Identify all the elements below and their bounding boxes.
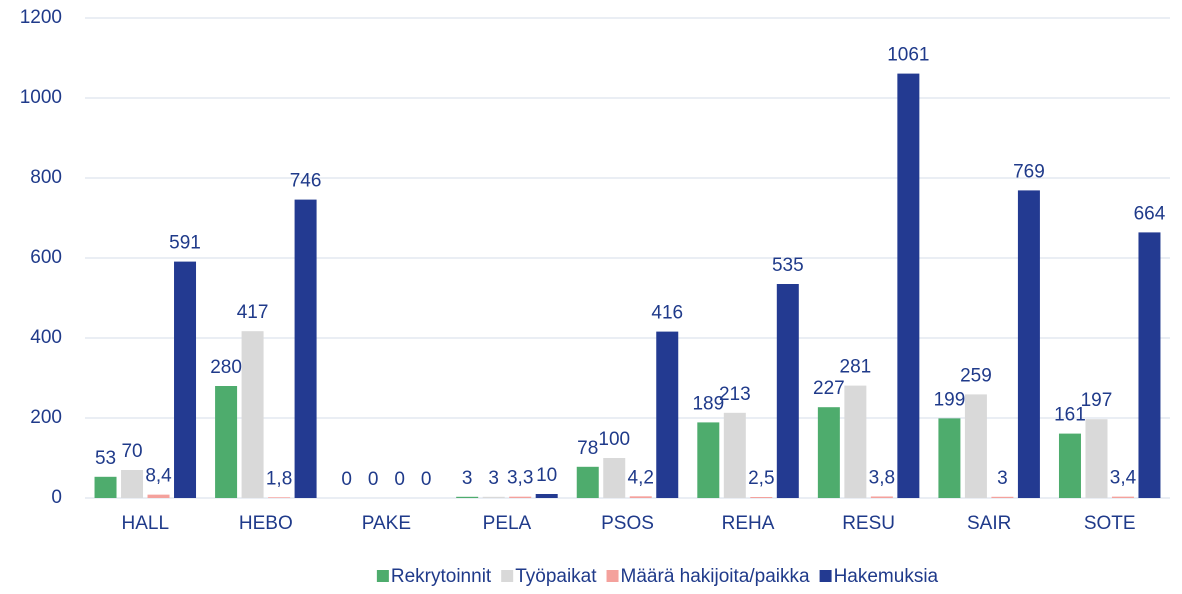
x-tick-label: HALL xyxy=(122,513,170,534)
bar xyxy=(938,418,961,498)
bar xyxy=(1138,232,1161,498)
y-tick-label: 600 xyxy=(30,247,62,268)
value-label: 281 xyxy=(840,357,872,378)
legend-swatch xyxy=(606,570,619,582)
value-label: 227 xyxy=(813,378,845,399)
bar xyxy=(844,385,867,498)
value-label: 1,8 xyxy=(266,468,292,489)
legend-label: Rekrytoinnit xyxy=(391,566,492,587)
bar xyxy=(147,494,170,498)
x-tick-label: SOTE xyxy=(1084,513,1136,534)
value-label: 746 xyxy=(290,171,322,192)
value-label: 3 xyxy=(997,468,1008,489)
legend-label: Määrä hakijoita/paikka xyxy=(621,566,810,587)
value-label: 0 xyxy=(394,469,405,490)
bar xyxy=(723,412,746,498)
value-label: 100 xyxy=(598,429,630,450)
bar xyxy=(482,496,505,498)
value-label: 417 xyxy=(237,302,269,323)
bar xyxy=(603,458,626,498)
bar xyxy=(1058,433,1081,498)
y-tick-label: 400 xyxy=(30,327,62,348)
bar xyxy=(268,497,291,498)
value-label: 3,3 xyxy=(507,468,533,489)
value-label: 199 xyxy=(934,389,966,410)
y-tick-label: 1200 xyxy=(20,7,62,28)
value-label: 769 xyxy=(1013,161,1045,182)
bar xyxy=(897,73,920,498)
bar xyxy=(817,407,840,498)
value-label: 189 xyxy=(692,393,724,414)
bar xyxy=(1017,190,1040,498)
legend-swatch xyxy=(501,570,514,582)
bar xyxy=(535,494,558,498)
x-tick-label: HEBO xyxy=(239,513,293,534)
bar xyxy=(750,497,773,498)
bar xyxy=(241,331,264,498)
bar xyxy=(964,394,987,498)
value-label: 53 xyxy=(95,448,116,469)
y-tick-label: 1000 xyxy=(20,87,62,108)
x-tick-label: PSOS xyxy=(601,513,654,534)
value-label: 161 xyxy=(1054,405,1086,426)
value-label: 416 xyxy=(651,303,683,324)
bar xyxy=(509,496,532,498)
value-label: 3 xyxy=(462,468,473,489)
value-label: 8,4 xyxy=(145,466,172,487)
value-label: 3,8 xyxy=(869,467,895,488)
bar xyxy=(174,261,197,498)
bar xyxy=(870,496,893,498)
bar xyxy=(697,422,720,498)
legend-swatch xyxy=(819,570,832,582)
value-label: 213 xyxy=(719,384,751,405)
bar xyxy=(629,496,652,498)
x-tick-label: PELA xyxy=(483,513,532,534)
value-label: 197 xyxy=(1081,390,1113,411)
bar xyxy=(215,386,238,498)
bar xyxy=(294,199,317,498)
value-label: 0 xyxy=(421,469,432,490)
x-tick-label: RESU xyxy=(842,513,895,534)
value-label: 4,2 xyxy=(628,467,654,488)
bar xyxy=(456,496,479,498)
x-tick-label: PAKE xyxy=(362,513,411,534)
bar xyxy=(776,284,799,498)
bar xyxy=(576,466,599,498)
value-label: 280 xyxy=(210,357,242,378)
legend-label: Hakemuksia xyxy=(834,566,939,587)
value-label: 259 xyxy=(960,365,992,386)
y-tick-label: 200 xyxy=(30,407,62,428)
y-tick-label: 800 xyxy=(30,167,62,188)
bar xyxy=(1111,496,1134,498)
value-label: 0 xyxy=(368,469,379,490)
value-label: 10 xyxy=(536,465,557,486)
value-label: 78 xyxy=(577,438,598,459)
value-label: 2,5 xyxy=(748,468,774,489)
x-tick-label: REHA xyxy=(722,513,775,534)
legend-swatch xyxy=(376,570,389,582)
bar xyxy=(991,496,1014,498)
value-label: 3 xyxy=(488,468,499,489)
value-label: 1061 xyxy=(887,45,929,66)
bar xyxy=(656,331,679,498)
value-label: 535 xyxy=(772,255,804,276)
legend-label: Työpaikat xyxy=(515,566,597,587)
bar xyxy=(94,476,117,498)
value-label: 664 xyxy=(1134,203,1166,224)
bar xyxy=(121,470,144,498)
value-label: 0 xyxy=(341,469,352,490)
x-tick-label: SAIR xyxy=(967,513,1011,534)
bar xyxy=(1085,419,1108,498)
y-tick-label: 0 xyxy=(51,487,62,508)
value-label: 591 xyxy=(169,233,201,254)
value-label: 3,4 xyxy=(1110,468,1137,489)
value-label: 70 xyxy=(121,441,142,462)
